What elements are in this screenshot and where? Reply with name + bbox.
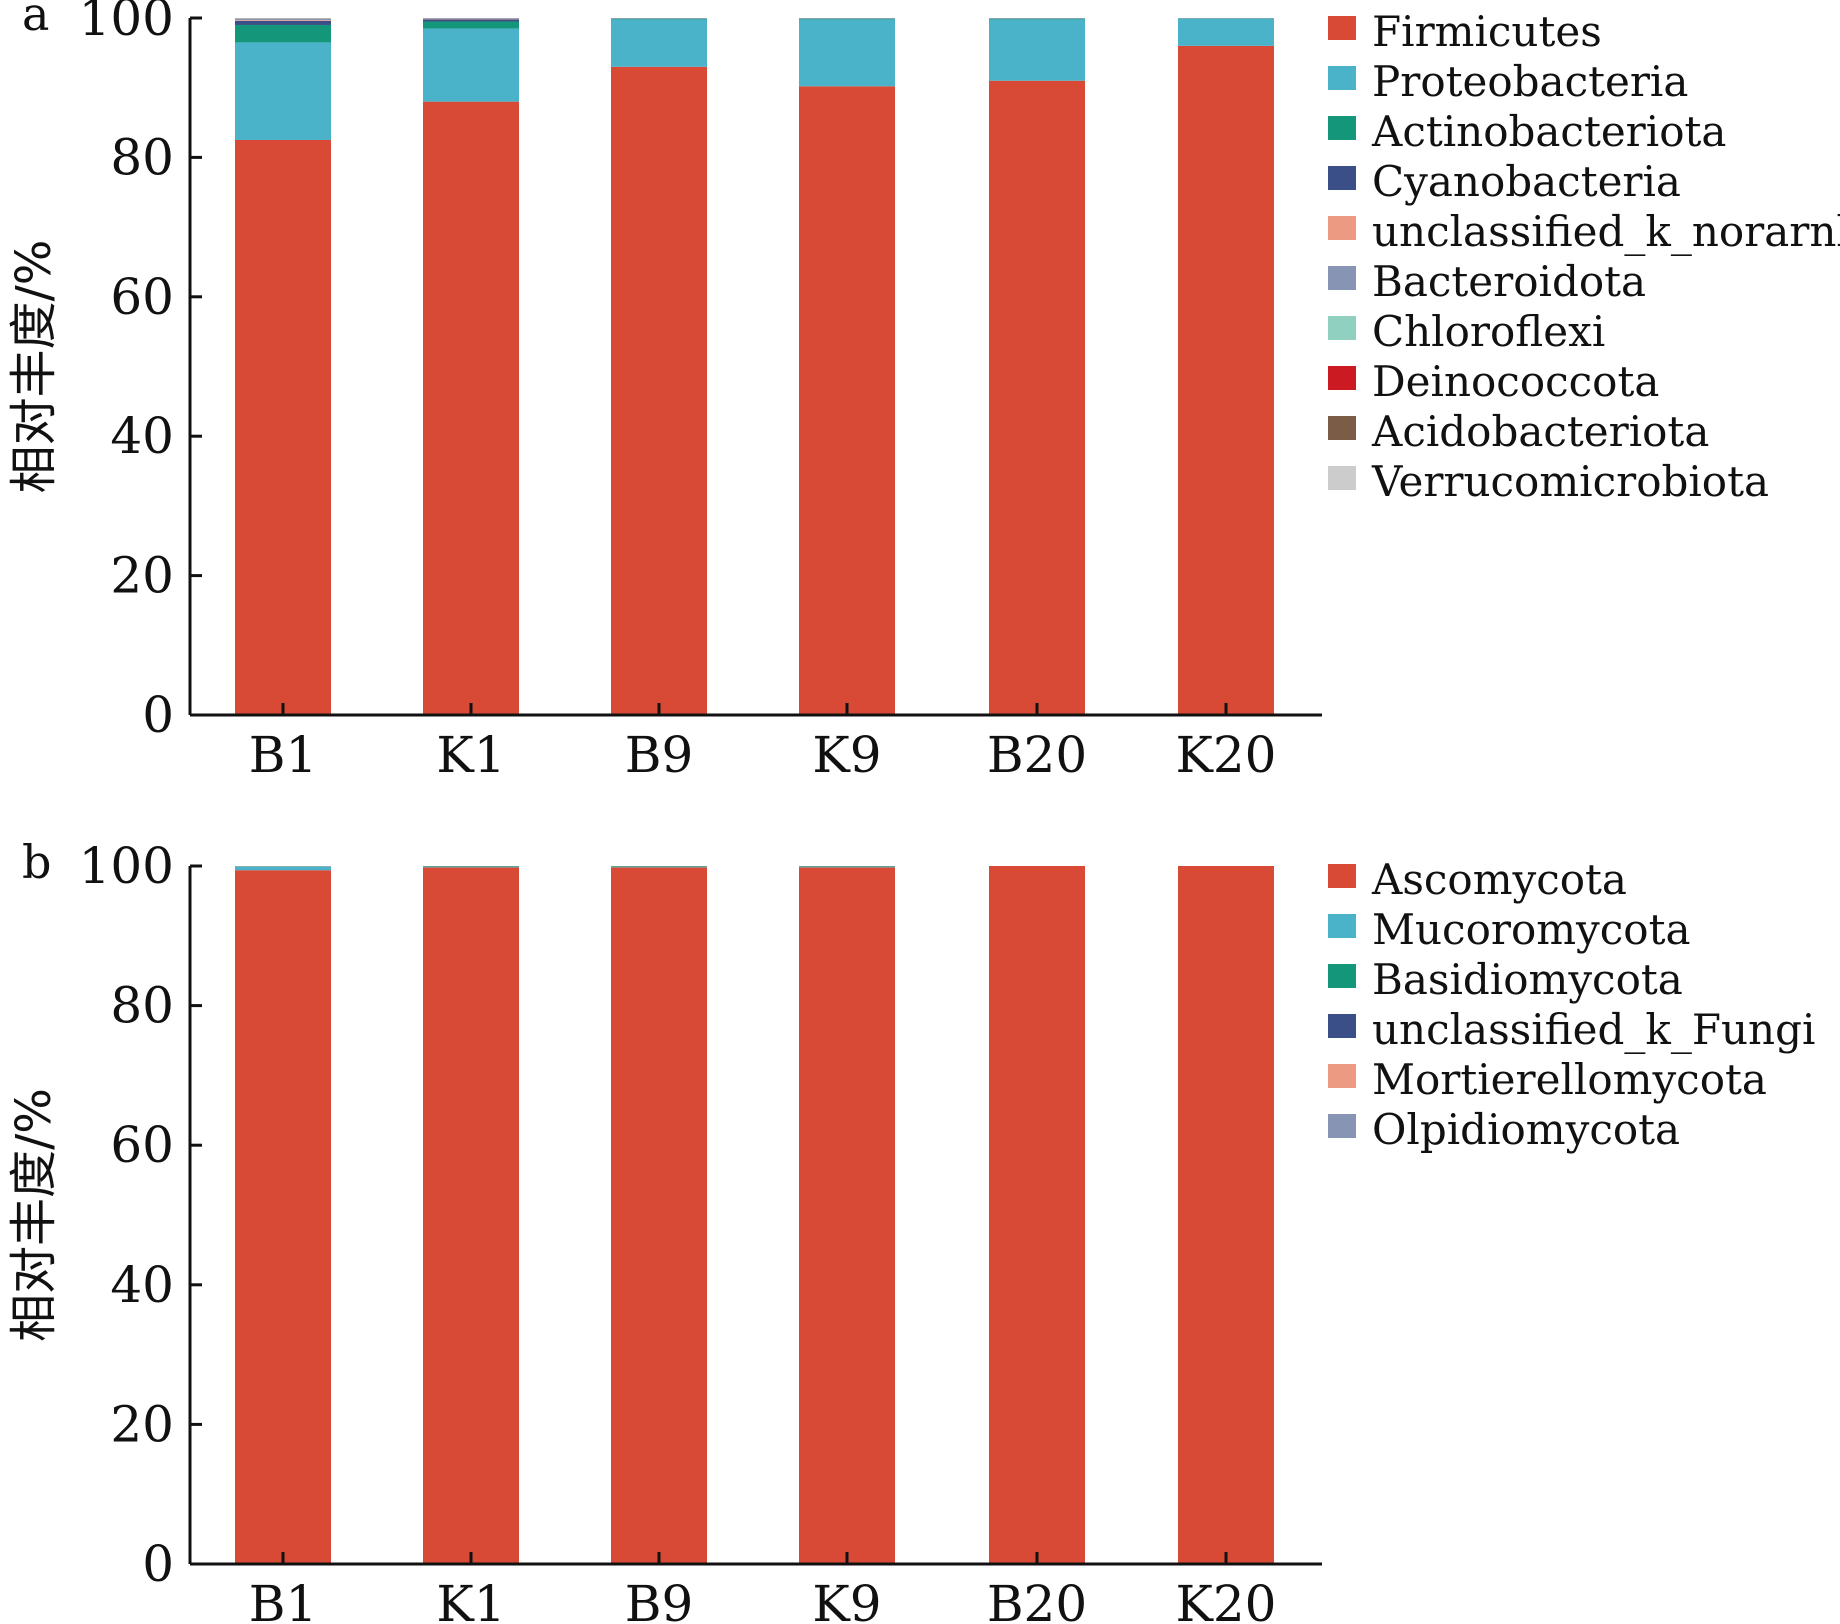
panel-label: b: [22, 835, 51, 889]
x-tick-label: K1: [436, 1575, 505, 1624]
bar-B20-Actinobacteriota: [989, 18, 1085, 20]
y-tick-label: 60: [110, 1116, 174, 1174]
legend-label: Actinobacteriota: [1371, 107, 1726, 156]
bar-B1-Ascomycota: [235, 870, 331, 1564]
bar-B20-Ascomycota: [989, 866, 1085, 1564]
chart-panel-a: a 相对丰度/% 0 20 40 60 80 100 B1 K1 B9 K9 B20 K20 Firmicu…: [6, 0, 1840, 784]
bar-K20-Firmicutes: [1178, 45, 1274, 715]
bar-K9-Actinobacteriota: [799, 18, 895, 20]
bar-B1-Bacteroidota: [235, 18, 331, 21]
bar-B1-Mucoromycota: [235, 866, 331, 871]
bar-B20-Firmicutes: [989, 80, 1085, 716]
y-tick-label: 100: [79, 0, 174, 47]
bar-B1-Proteobacteria: [235, 42, 331, 140]
legend: AscomycotaMucoromycotaBasidiomycotauncla…: [1328, 855, 1815, 1154]
bar-K9-Ascomycota: [799, 867, 895, 1564]
bar-B1-Cyanobacteria: [235, 20, 331, 25]
bar-B1-Firmicutes: [235, 139, 331, 716]
y-tick-label: 20: [110, 547, 174, 605]
bar-K1-Firmicutes: [423, 101, 519, 715]
legend-swatch: [1328, 864, 1356, 888]
legend-label: Proteobacteria: [1372, 57, 1688, 106]
legend-swatch: [1328, 166, 1356, 190]
legend: FirmicutesProteobacteriaActinobacteriota…: [1328, 7, 1840, 506]
legend-label: Verrucomicrobiota: [1371, 457, 1769, 506]
legend-label: Chloroflexi: [1372, 307, 1605, 356]
bar-B9-Ascomycota: [611, 867, 707, 1564]
bar-K1-Basidiomycota: [423, 866, 519, 868]
chart-panel-b: b 相对丰度/% 0 20 40 60 80 100 B1 K1 B9 K9 B20 K20 Ascomyc…: [6, 835, 1815, 1624]
y-tick-label: 60: [110, 268, 174, 326]
bar-K1-Ascomycota: [423, 867, 519, 1564]
legend-label: Olpidiomycota: [1372, 1105, 1680, 1154]
legend-swatch: [1328, 1064, 1356, 1088]
bar-B9-Actinobacteriota: [611, 18, 707, 20]
legend-label: unclassified_k_norarnk: [1372, 207, 1840, 256]
x-tick-label: K1: [436, 726, 505, 784]
bar-K20-Proteobacteria: [1178, 18, 1274, 46]
x-tick-label: B20: [987, 1575, 1087, 1624]
legend-swatch: [1328, 416, 1356, 440]
bar-K20-Ascomycota: [1178, 866, 1274, 1564]
y-axis-title: 相对丰度/%: [6, 1088, 62, 1342]
legend-label: Mortierellomycota: [1372, 1055, 1767, 1104]
y-tick-label: 40: [110, 407, 174, 465]
bar-K1-Proteobacteria: [423, 28, 519, 102]
x-tick-label: K20: [1176, 726, 1277, 784]
bar-K9-Firmicutes: [799, 86, 895, 715]
legend-swatch: [1328, 914, 1356, 938]
bar-K1-Cyanobacteria: [423, 19, 519, 22]
legend-swatch: [1328, 266, 1356, 290]
legend-swatch: [1328, 964, 1356, 988]
x-tick-label: B9: [625, 1575, 694, 1624]
legend-swatch: [1328, 366, 1356, 390]
x-tick-label: K9: [812, 1575, 881, 1624]
legend-label: Acidobacteriota: [1371, 407, 1709, 456]
legend-swatch: [1328, 466, 1356, 490]
y-tick-label: 80: [110, 977, 174, 1035]
bar-K1-Bacteroidota: [423, 18, 519, 20]
y-tick-label: 0: [142, 686, 174, 744]
legend-label: unclassified_k_Fungi: [1372, 1005, 1815, 1054]
legend-label: Mucoromycota: [1372, 905, 1691, 954]
bar-B20-Proteobacteria: [989, 19, 1085, 81]
legend-label: Deinococcota: [1372, 357, 1659, 406]
bar-K1-Actinobacteriota: [423, 21, 519, 29]
legend-label: Cyanobacteria: [1372, 157, 1681, 206]
legend-label: Ascomycota: [1371, 855, 1627, 904]
bar-B1-unclassified_k_norarnk: [235, 20, 331, 21]
x-tick-label: B1: [249, 1575, 318, 1624]
panel-label: a: [22, 0, 49, 41]
legend-swatch: [1328, 116, 1356, 140]
legend-label: Bacteroidota: [1372, 257, 1646, 306]
y-tick-label: 20: [110, 1395, 174, 1453]
legend-label: Firmicutes: [1372, 7, 1602, 56]
legend-swatch: [1328, 216, 1356, 240]
legend-swatch: [1328, 316, 1356, 340]
y-tick-label: 0: [142, 1535, 174, 1593]
bar-B9-Firmicutes: [611, 66, 707, 716]
bar-B9-Proteobacteria: [611, 19, 707, 67]
x-tick-label: B20: [987, 726, 1087, 784]
bar-K9-Proteobacteria: [799, 19, 895, 87]
legend-swatch: [1328, 1014, 1356, 1038]
legend-label: Basidiomycota: [1372, 955, 1683, 1004]
legend-swatch: [1328, 1114, 1356, 1138]
bar-K9-Basidiomycota: [799, 866, 895, 868]
bar-B1-Actinobacteriota: [235, 24, 331, 43]
x-tick-label: B1: [249, 726, 318, 784]
legend-swatch: [1328, 66, 1356, 90]
x-tick-label: B9: [625, 726, 694, 784]
y-tick-label: 80: [110, 128, 174, 186]
bar-B9-Basidiomycota: [611, 866, 707, 868]
x-tick-label: K20: [1176, 1575, 1277, 1624]
y-tick-label: 40: [110, 1256, 174, 1314]
y-axis-title: 相对丰度/%: [6, 240, 62, 494]
y-tick-label: 100: [79, 837, 174, 895]
legend-swatch: [1328, 16, 1356, 40]
x-tick-label: K9: [812, 726, 881, 784]
